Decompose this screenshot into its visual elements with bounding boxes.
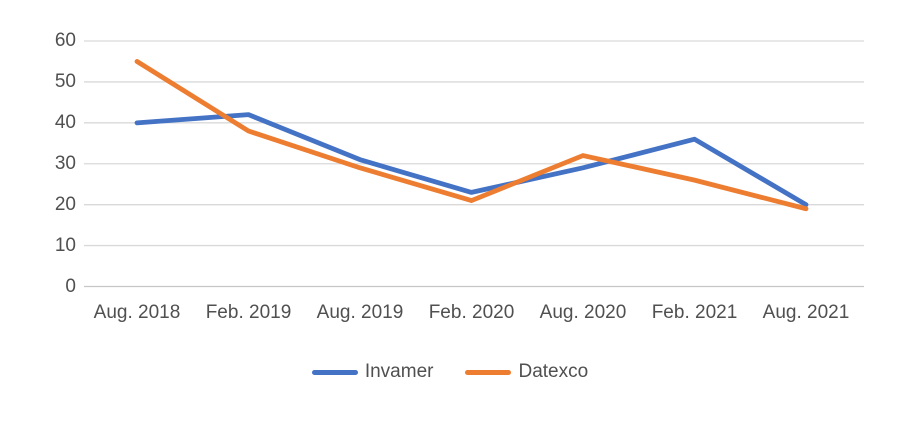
datexco-line-swatch (465, 369, 512, 375)
y-tick-label: 50 (54, 70, 76, 92)
y-tick-label: 60 (54, 30, 76, 51)
legend-label-invamer: Invamer (364, 361, 434, 382)
legend-item-datexco: Datexco (465, 361, 588, 383)
x-tick-label: Aug. 2021 (762, 302, 850, 323)
series-line-datexco (134, 59, 809, 212)
y-tick-label: 10 (54, 234, 76, 256)
y-tick-label: 0 (65, 275, 76, 297)
x-tick-label: Aug. 2020 (539, 302, 627, 323)
legend-item-invamer: Invamer (311, 361, 434, 383)
x-tick-label: Aug. 2019 (316, 302, 404, 323)
chart-legend: Invamer Datexco (0, 361, 900, 383)
legend-label-datexco: Datexco (518, 361, 589, 382)
y-tick-label: 30 (54, 152, 76, 174)
invamer-line-swatch (311, 369, 358, 375)
x-tick-label: Feb. 2021 (651, 302, 738, 323)
x-tick-label: Aug. 2018 (93, 302, 181, 323)
y-tick-label: 20 (54, 193, 76, 215)
x-tick-label: Feb. 2020 (428, 302, 515, 323)
x-tick-label: Feb. 2019 (205, 302, 292, 323)
y-tick-label: 40 (54, 111, 76, 133)
series-line-invamer (134, 112, 809, 208)
